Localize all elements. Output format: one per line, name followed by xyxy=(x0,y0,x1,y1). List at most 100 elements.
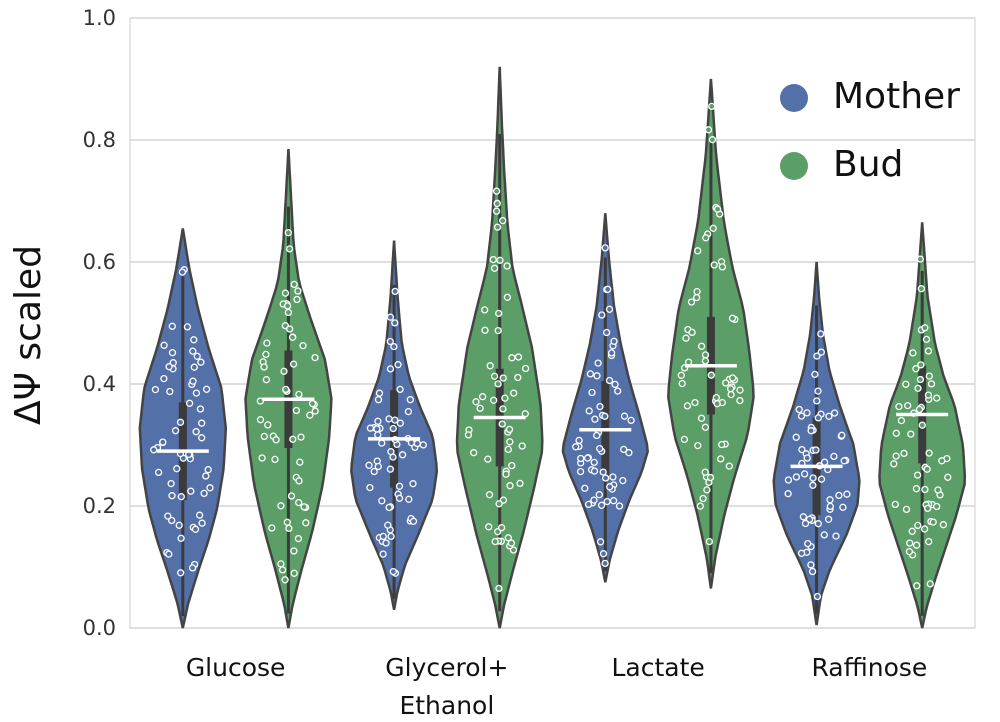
data-point xyxy=(284,229,292,237)
data-point xyxy=(490,372,499,380)
data-point xyxy=(572,443,580,451)
data-point xyxy=(395,482,404,490)
data-point xyxy=(311,353,319,362)
data-point xyxy=(366,483,374,492)
data-point xyxy=(297,433,305,441)
data-point xyxy=(256,397,264,405)
data-point xyxy=(797,412,806,420)
data-point xyxy=(581,484,589,492)
data-point xyxy=(923,465,931,473)
data-point xyxy=(290,569,298,577)
data-point xyxy=(912,541,921,549)
data-point xyxy=(187,487,195,495)
data-point xyxy=(792,473,801,481)
data-point xyxy=(290,547,298,555)
data-point xyxy=(615,502,624,510)
y-tick-label: 0.0 xyxy=(83,616,116,640)
data-point xyxy=(294,287,302,295)
data-point xyxy=(505,425,514,434)
data-point xyxy=(914,384,922,392)
data-point xyxy=(890,460,898,468)
data-point xyxy=(260,432,268,441)
data-point xyxy=(290,280,298,289)
data-point xyxy=(692,293,701,302)
data-point xyxy=(166,387,174,396)
data-point xyxy=(913,471,922,479)
data-point xyxy=(386,465,395,473)
data-point xyxy=(280,367,288,375)
y-tick-label: 1.0 xyxy=(83,6,116,30)
data-point xyxy=(373,425,381,433)
data-point xyxy=(596,538,605,546)
data-point xyxy=(190,336,198,344)
data-point xyxy=(168,322,176,330)
data-point xyxy=(607,349,616,357)
data-point xyxy=(271,455,279,464)
data-point xyxy=(168,349,177,357)
data-point xyxy=(196,405,205,413)
data-point xyxy=(379,550,387,558)
violin-bud-3 xyxy=(878,222,967,629)
data-point xyxy=(916,255,924,263)
data-point xyxy=(701,423,710,431)
data-point xyxy=(601,412,609,420)
y-tick-labels: 0.0 0.2 0.4 0.6 0.8 1.0 xyxy=(83,6,116,640)
data-point xyxy=(300,503,308,511)
x-tick-label-line: Glycerol+ xyxy=(385,653,508,682)
data-point xyxy=(498,420,506,428)
data-point xyxy=(387,448,395,456)
data-point xyxy=(481,306,489,314)
legend-label-mother: Mother xyxy=(833,76,960,117)
data-point xyxy=(495,500,503,508)
data-point xyxy=(268,524,276,532)
data-point xyxy=(921,485,929,494)
data-point xyxy=(375,389,384,397)
data-point xyxy=(694,441,702,450)
data-point xyxy=(693,287,701,296)
data-point xyxy=(398,451,407,459)
data-point xyxy=(590,458,598,467)
data-point xyxy=(916,375,925,384)
data-point xyxy=(803,454,811,462)
data-point xyxy=(892,429,900,437)
x-tick-label: Lactate xyxy=(611,653,704,682)
data-point xyxy=(814,387,822,395)
data-point xyxy=(814,414,822,422)
data-point xyxy=(798,445,806,454)
data-point xyxy=(603,497,611,506)
data-point xyxy=(933,502,941,511)
data-point xyxy=(478,393,487,401)
data-point xyxy=(895,402,903,411)
data-point xyxy=(601,474,610,482)
data-point xyxy=(933,394,941,402)
data-point xyxy=(713,205,722,213)
data-point xyxy=(499,405,507,413)
data-point xyxy=(784,476,793,484)
data-point xyxy=(386,313,395,321)
data-point xyxy=(627,416,635,425)
data-point xyxy=(595,491,603,499)
data-point xyxy=(198,419,206,427)
data-point xyxy=(386,337,394,346)
data-point xyxy=(908,527,916,535)
legend: Mother Bud xyxy=(780,76,960,185)
data-point xyxy=(306,411,314,419)
data-point xyxy=(909,349,917,357)
data-point xyxy=(311,407,319,415)
data-point xyxy=(920,525,929,533)
violin-mother-0 xyxy=(138,228,228,629)
data-point xyxy=(281,576,289,584)
data-point xyxy=(701,357,710,365)
data-point xyxy=(838,431,846,439)
data-point xyxy=(809,481,817,489)
data-point xyxy=(281,289,290,297)
data-point xyxy=(593,372,601,380)
data-point xyxy=(289,435,297,443)
data-point xyxy=(722,379,730,387)
data-point xyxy=(374,417,382,425)
data-point xyxy=(907,430,915,438)
data-point xyxy=(925,372,933,380)
data-point xyxy=(177,569,185,577)
y-axis-label: ΔΨ scaled xyxy=(8,245,49,425)
data-point xyxy=(154,468,163,477)
